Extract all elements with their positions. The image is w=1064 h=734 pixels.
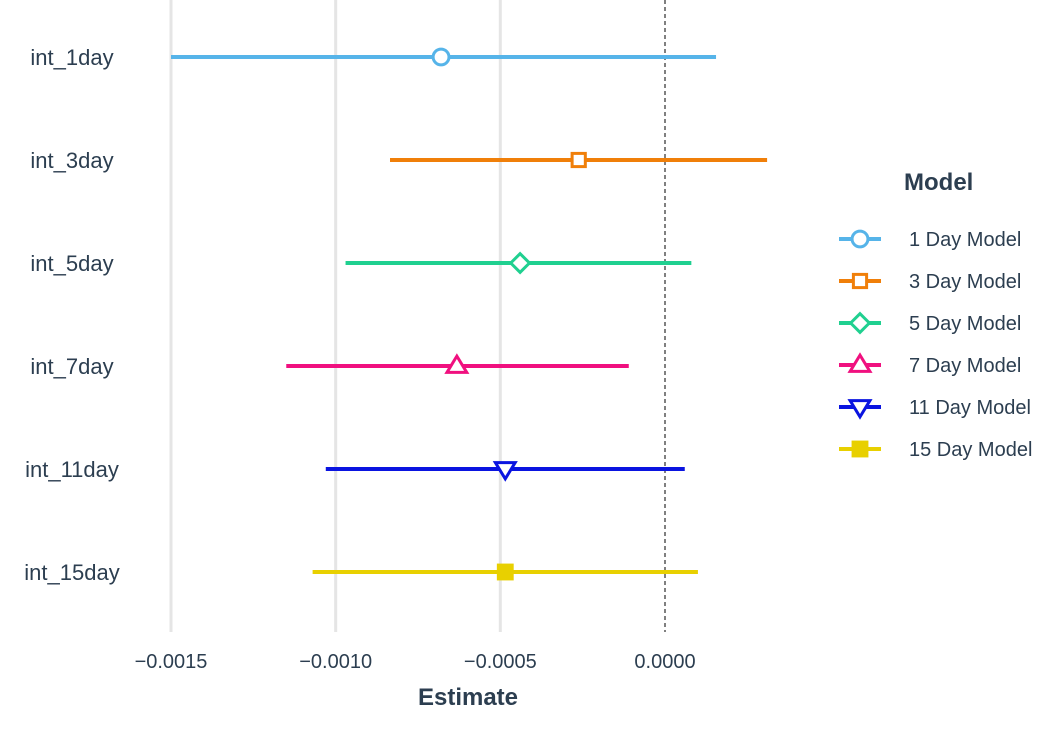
series-int_3day: [390, 151, 768, 169]
legend-key-marker: [847, 352, 873, 373]
point-estimate-marker: [444, 353, 470, 374]
legend-label: 5 Day Model: [909, 313, 1021, 335]
point-estimate-marker: [492, 461, 518, 482]
legend-key-marker: [851, 272, 869, 290]
series-int_15day: [312, 563, 698, 581]
x-axis-title: Estimate: [418, 684, 518, 711]
y-category-label: int_7day: [30, 354, 113, 379]
legend-item: 1 Day Model: [839, 229, 1021, 251]
legend-item: 7 Day Model: [839, 352, 1021, 377]
x-tick-label: −0.0015: [135, 651, 208, 673]
legend-item: 3 Day Model: [839, 271, 1021, 293]
legend-title: Model: [904, 169, 973, 196]
legend-item: 15 Day Model: [839, 439, 1032, 461]
series-int_7day: [286, 353, 629, 374]
series-group: [171, 47, 768, 581]
point-estimate-marker: [508, 251, 532, 275]
y-category-label: int_15day: [24, 560, 119, 585]
point-estimate-marker: [431, 47, 451, 67]
point-estimate-marker: [496, 563, 514, 581]
y-category-label: int_1day: [30, 45, 113, 70]
series-int_5day: [345, 251, 692, 275]
legend-key-marker: [851, 440, 869, 458]
legend-label: 11 Day Model: [909, 397, 1031, 419]
gridlines: [169, 0, 502, 632]
x-tick-label: 0.0000: [634, 651, 695, 673]
point-estimate-marker: [570, 151, 587, 169]
category-labels: int_1day int_3day int_5day int_7day int_11da…: [24, 45, 119, 585]
legend-key-marker: [847, 399, 873, 420]
series-int_1day: [171, 47, 717, 67]
series-int_11day: [325, 461, 685, 482]
y-category-label: int_5day: [30, 251, 113, 276]
y-category-label: int_3day: [30, 148, 113, 173]
x-tick-label: −0.0010: [299, 651, 372, 673]
legend-items: 1 Day Model 3 Day Model 5 Day Model 7 Day M…: [839, 229, 1032, 461]
legend-label: 15 Day Model: [909, 439, 1032, 461]
legend: Model 1 Day Model 3 Day Model 5 Day Model 7…: [839, 169, 1032, 461]
x-axis-ticks: −0.0015 −0.0010 −0.0005 0.0000: [135, 651, 696, 673]
legend-label: 1 Day Model: [909, 229, 1021, 251]
x-tick-label: −0.0005: [464, 651, 537, 673]
legend-item: 11 Day Model: [839, 397, 1031, 420]
legend-label: 3 Day Model: [909, 271, 1021, 293]
y-category-label: int_11day: [25, 457, 119, 482]
legend-key-marker: [850, 229, 870, 249]
legend-label: 7 Day Model: [909, 355, 1021, 377]
legend-item: 5 Day Model: [839, 311, 1021, 335]
legend-key-marker: [848, 311, 872, 335]
